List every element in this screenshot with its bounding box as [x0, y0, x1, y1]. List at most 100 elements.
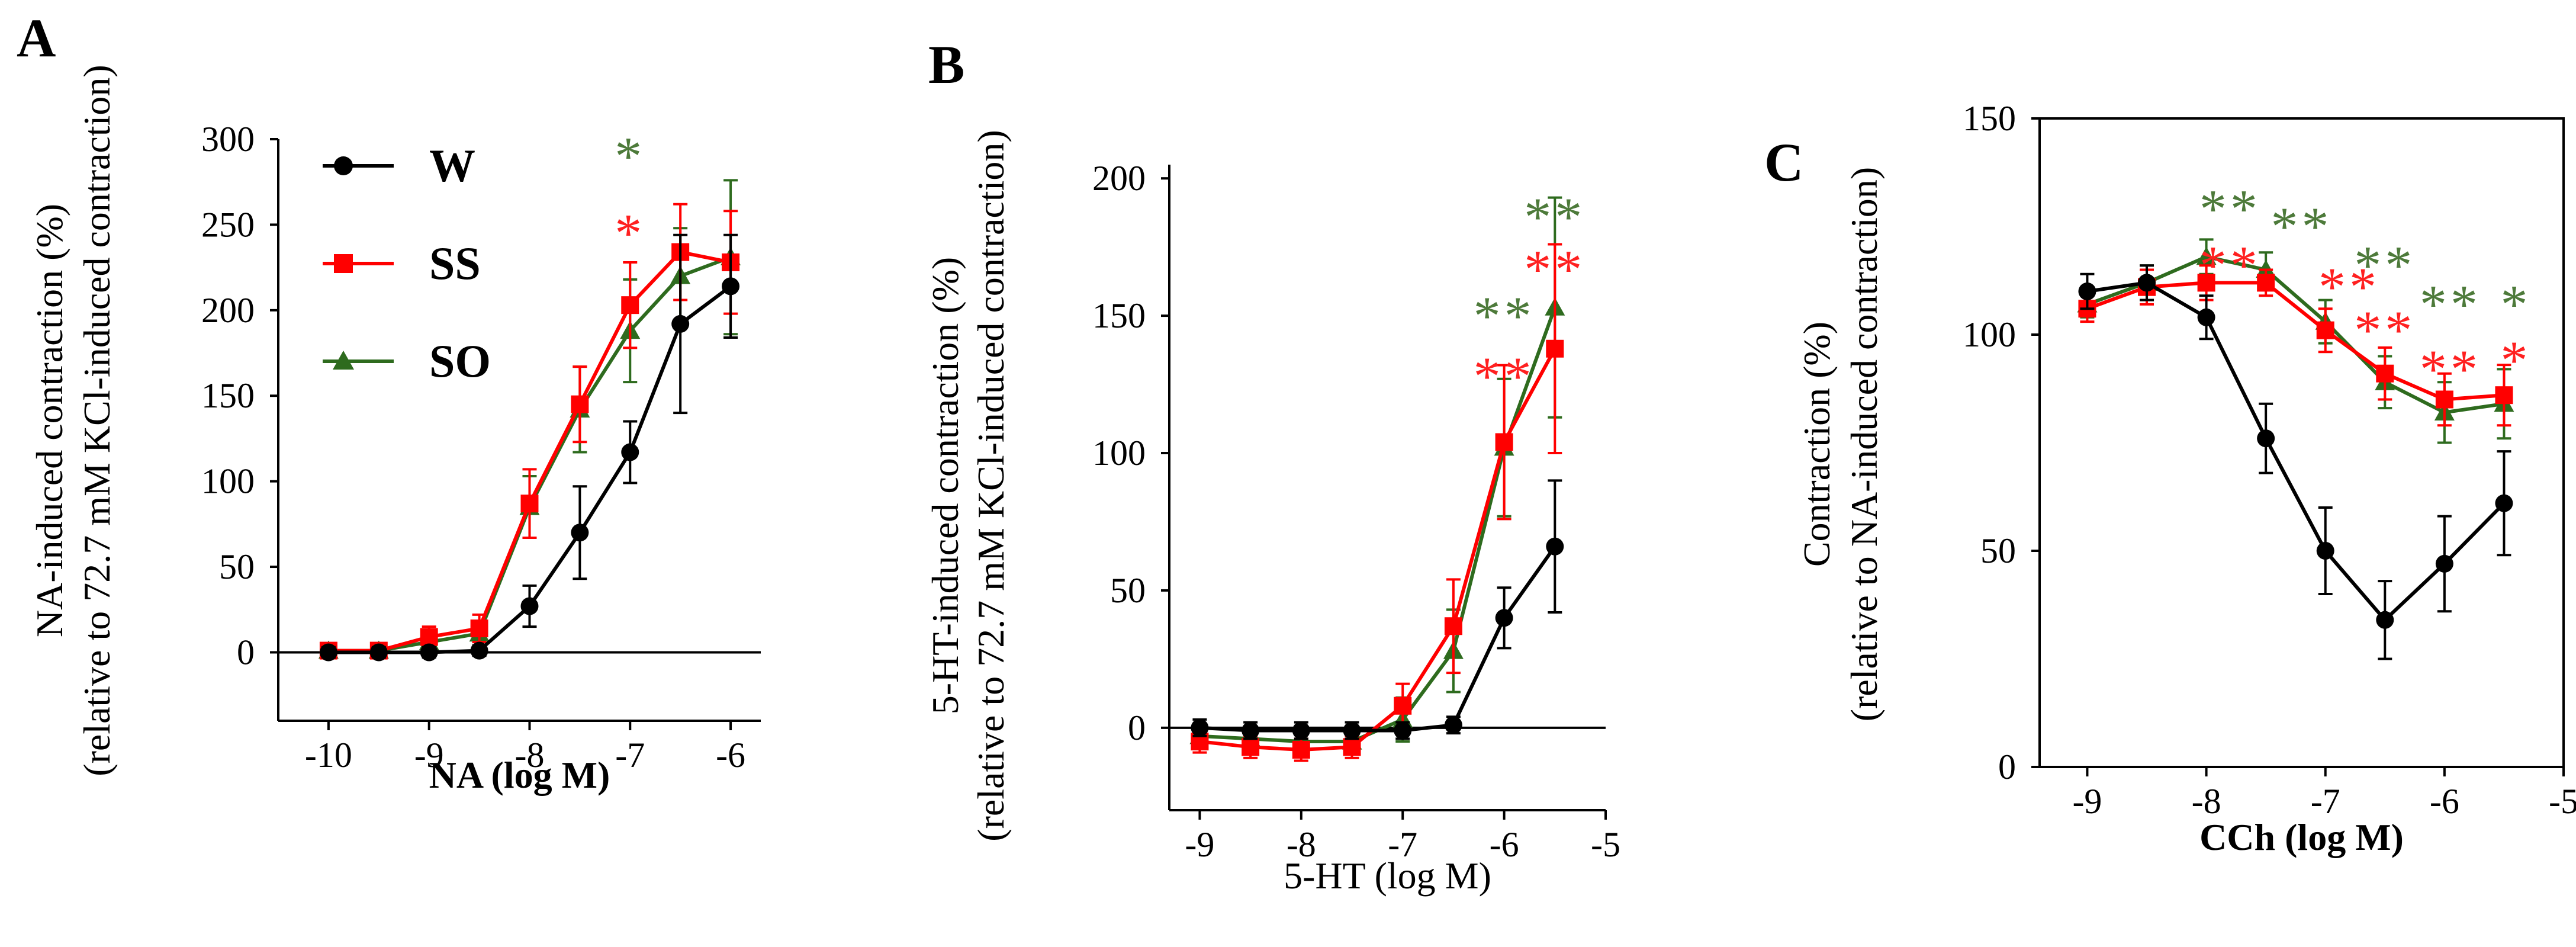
y-tick-label: 50 [219, 547, 255, 586]
data-point [1394, 696, 1412, 715]
data-point [2257, 429, 2275, 448]
y-axis-title: Contraction (%) [1796, 322, 1838, 567]
data-point [2316, 542, 2334, 560]
data-point [1242, 721, 1260, 740]
data-point [2196, 246, 2217, 265]
chart-panel-A: A 0 50 100 150 200 250 300 -10 -9 -8 -7 -6 NA (log M)… [17, 8, 761, 796]
significance-marker: ** [1474, 285, 1535, 346]
y-tick-label: 0 [1128, 708, 1146, 747]
data-point [1444, 617, 1462, 635]
data-point [1292, 721, 1310, 740]
significance-marker: * [615, 126, 645, 186]
x-tick-label: -6 [2430, 782, 2459, 821]
x-tick-label: -9 [1185, 825, 1214, 864]
series-W [2078, 264, 2513, 660]
x-tick-label: -9 [2072, 782, 2102, 821]
series-line [1199, 348, 1556, 752]
significance-marker: ** [1524, 239, 1586, 299]
data-point [2078, 283, 2096, 300]
data-point [470, 641, 488, 660]
data-point [520, 597, 539, 615]
x-axis-title: 5-HT (log M) [1284, 855, 1491, 897]
chart-panel-B: B 0 50 100 150 200 -9 -8 -7 -6 -5 5-HT (log M) 5-HT-… [924, 34, 1620, 897]
data-point [571, 395, 589, 413]
significance-marker: * [615, 203, 645, 263]
data-point [2138, 274, 2156, 292]
series-line [2086, 255, 2504, 415]
y-tick-label: 100 [1092, 434, 1146, 473]
y-axis-title: (relative to 72.7 mM KCl-induced contrac… [970, 130, 1012, 841]
y-tick-label: 50 [1980, 531, 2016, 570]
x-tick-label: -8 [514, 736, 544, 775]
y-tick-label: 200 [1092, 159, 1146, 198]
significance-marker: ** [1474, 346, 1535, 406]
data-point [1191, 718, 1209, 737]
series-SS [1191, 243, 1564, 762]
series-line [2086, 281, 2504, 402]
data-point [1546, 537, 1564, 556]
series-line [2087, 281, 2506, 623]
y-axis-title: (relative to NA-induced contraction) [1843, 167, 1885, 722]
data-point [722, 277, 740, 296]
panel-letter: C [1764, 132, 1803, 192]
significance-marker: * [2501, 274, 2532, 334]
x-tick-label: -8 [2192, 782, 2221, 821]
data-point [1444, 716, 1462, 734]
y-axis-title: 5-HT-induced contraction (%) [924, 257, 966, 714]
data-point [420, 628, 438, 646]
panel-letter: B [928, 34, 964, 95]
x-tick-label: -9 [414, 736, 444, 775]
significance-marker: * [2501, 330, 2532, 390]
data-point [571, 524, 589, 542]
x-axis-title: CCh (log M) [2199, 816, 2404, 858]
legend-marker [334, 254, 353, 273]
series-line [1199, 545, 1556, 733]
y-tick-label: 300 [201, 120, 255, 159]
legend: W SS SO [323, 140, 491, 387]
significance-marker: ** [1524, 187, 1586, 247]
chart-panel-C: C 0 50 100 150 -9 -8 -7 -6 -5 CCh (log M) Contracti… [1764, 99, 2576, 858]
significance-marker: ** [2199, 179, 2261, 239]
panel-letter: A [17, 8, 56, 68]
data-point [1394, 721, 1412, 740]
data-point [1343, 738, 1361, 756]
y-tick-label: 100 [1963, 315, 2016, 354]
data-point [520, 495, 539, 513]
data-point [2376, 611, 2394, 629]
y-tick-label: 100 [201, 462, 255, 501]
y-tick-label: 150 [1963, 99, 2016, 138]
data-point [1495, 433, 1513, 451]
data-point [2435, 554, 2453, 573]
data-point [2257, 274, 2275, 292]
x-tick-label: -7 [615, 736, 645, 775]
y-tick-label: 50 [1110, 571, 1146, 610]
legend-label: SS [429, 237, 481, 289]
y-tick-label: 200 [201, 291, 255, 330]
data-point [1343, 721, 1361, 740]
data-point [2495, 494, 2513, 512]
data-point [2376, 364, 2394, 383]
x-tick-label: -6 [1490, 825, 1519, 864]
data-point [2197, 308, 2215, 326]
data-point [1292, 740, 1310, 759]
data-point [621, 443, 639, 461]
x-tick-label: -5 [1591, 825, 1620, 864]
y-axis-title: NA-induced contraction (%) [28, 204, 70, 637]
y-axis-title: (relative to 72.7 mM KCl-induced contrac… [76, 65, 118, 776]
data-point [369, 643, 388, 662]
significance-marker: ** [2354, 300, 2416, 360]
significance-marker: ** [2271, 196, 2333, 256]
significance-marker: ** [2318, 256, 2380, 317]
series-SS [2078, 264, 2513, 427]
significance-marker: ** [2420, 339, 2481, 399]
significance-marker: ** [2420, 274, 2481, 334]
x-tick-label: -8 [1287, 825, 1316, 864]
data-point [2495, 386, 2513, 405]
significance-marker: ** [2354, 235, 2416, 296]
data-point [621, 296, 639, 314]
series-SO [1189, 196, 1565, 754]
significance-marker: ** [2199, 235, 2261, 296]
x-tick-label: -5 [2549, 782, 2576, 821]
y-tick-label: 150 [1092, 296, 1146, 335]
